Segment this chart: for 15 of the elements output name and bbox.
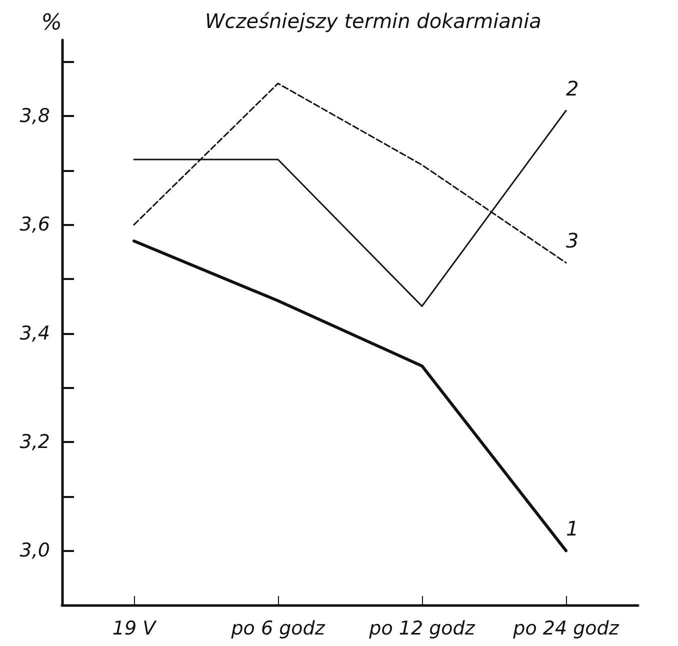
x-tick-label: po 6 godz [230, 618, 326, 640]
y-tick-label: 3,6 [20, 214, 50, 236]
y-tick-label: 3,4 [20, 322, 50, 344]
x-tick-label: po 12 godz [368, 618, 476, 640]
line-series [132, 240, 568, 552]
y-tick-label: 3,8 [20, 105, 50, 128]
series-label: 2 [566, 76, 579, 101]
chart-title: Wcześniejszy termin dokarmiania [205, 9, 542, 33]
series-label: 1 [566, 516, 579, 541]
y-axis-title: % [41, 10, 62, 36]
y-tick-label: 3,0 [20, 540, 50, 562]
x-tick-label: 19 V [112, 618, 158, 640]
series-label: 3 [566, 228, 579, 253]
y-tick-label: 3,2 [20, 431, 50, 454]
x-tick-label: po 24 godz [512, 618, 620, 640]
